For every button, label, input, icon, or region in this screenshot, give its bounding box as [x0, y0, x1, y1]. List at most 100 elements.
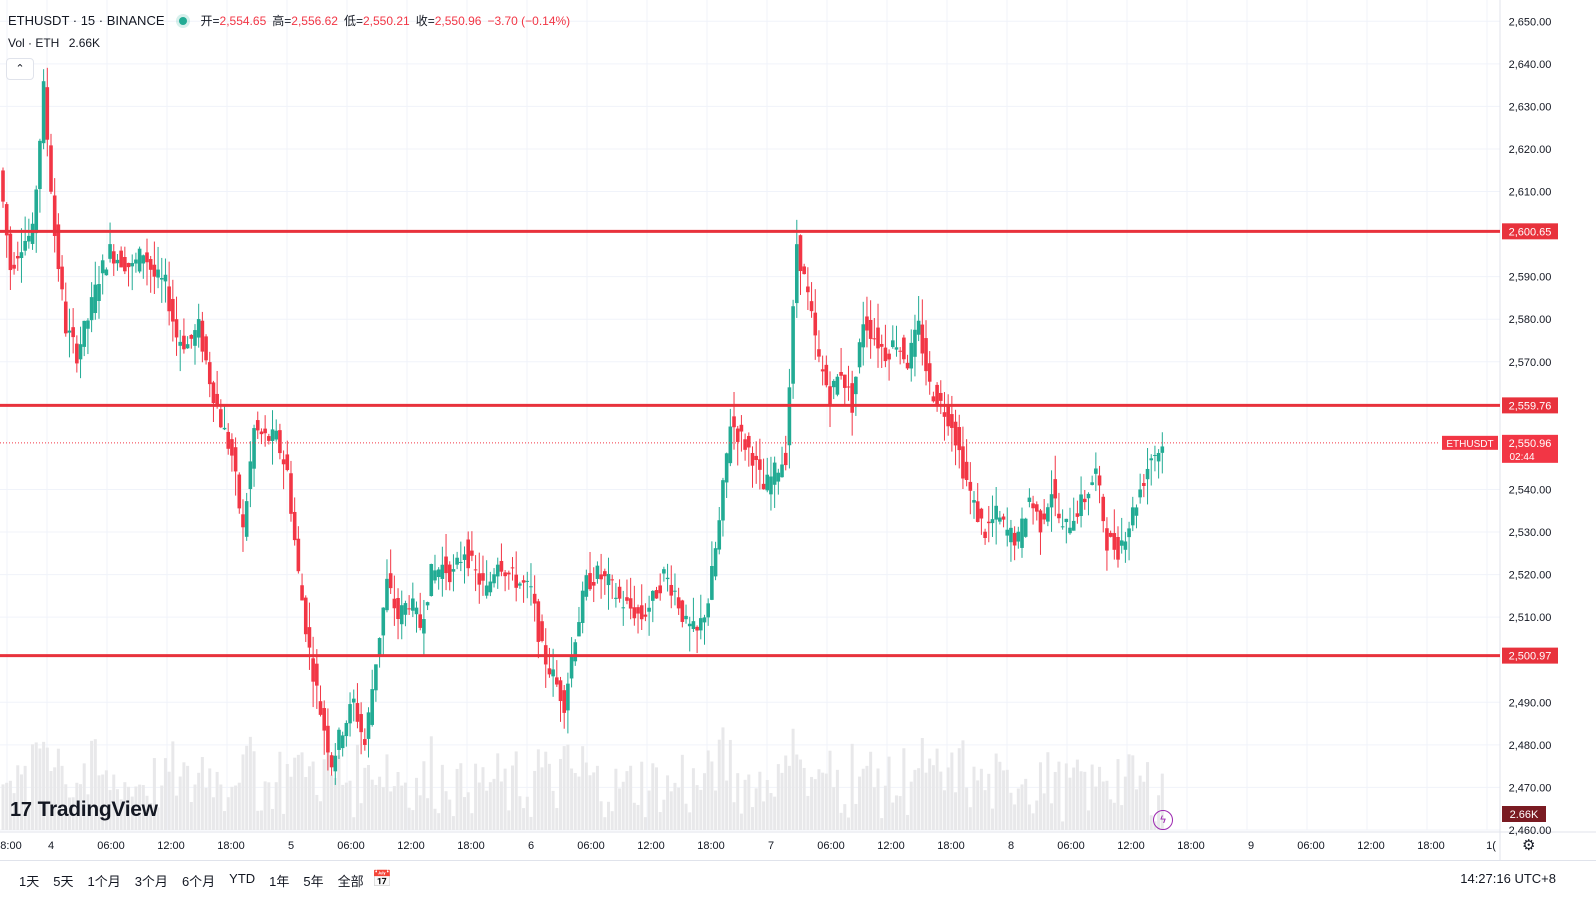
volume-bar	[367, 764, 371, 830]
candle-body	[1075, 513, 1080, 517]
volume-bar	[400, 785, 404, 830]
volume-bar	[835, 769, 839, 830]
candle-body	[772, 462, 777, 485]
volume-bar	[699, 789, 703, 830]
candle-body	[1119, 540, 1124, 546]
candle-body	[994, 505, 998, 520]
volume-bar	[880, 818, 884, 830]
candle-body	[699, 618, 703, 631]
volume-bar	[522, 808, 526, 830]
candle-body	[274, 430, 279, 440]
volume-bar	[12, 793, 16, 830]
volume-bar	[917, 768, 921, 830]
candle-body	[573, 642, 578, 662]
candle-body	[986, 521, 991, 524]
volume-bar	[913, 769, 917, 830]
volume-bar	[813, 779, 817, 830]
range-3m[interactable]: 3个月	[134, 874, 168, 889]
candle-body	[562, 690, 566, 713]
candle-body	[938, 392, 943, 401]
volume-bar	[481, 767, 485, 830]
volume-bar	[787, 765, 791, 830]
candle-body	[1064, 518, 1069, 523]
volume-label[interactable]: Vol · ETH	[8, 36, 60, 50]
candle-body	[724, 453, 729, 483]
time-tick: 6	[528, 840, 534, 852]
candle-body	[835, 376, 840, 395]
volume-bar	[344, 782, 348, 830]
range-1y[interactable]: 1年	[269, 874, 290, 889]
candle-body	[794, 244, 799, 304]
volume-bar	[559, 758, 563, 830]
volume-bar	[706, 750, 710, 830]
volume-bar	[418, 795, 422, 830]
volume-bar	[1042, 793, 1046, 830]
volume-bar	[1061, 821, 1065, 830]
volume-bar	[983, 790, 987, 830]
volume-bar	[503, 768, 507, 830]
volume-bar	[1035, 800, 1039, 830]
candle-body	[979, 508, 984, 519]
range-1m[interactable]: 1个月	[87, 874, 121, 889]
range-all[interactable]: 全部	[337, 874, 364, 889]
clock-timezone[interactable]: 14:27:16 UTC+8	[1460, 871, 1556, 886]
candle-body	[388, 573, 393, 589]
candle-body	[887, 353, 891, 360]
candle-body	[115, 259, 120, 264]
settings-gear-icon[interactable]: ⚙	[1522, 837, 1536, 854]
volume-bar	[263, 781, 267, 830]
volume-bar	[887, 756, 891, 830]
range-6m[interactable]: 6个月	[181, 874, 216, 889]
candle-body	[854, 376, 858, 395]
range-1d[interactable]: 1天	[19, 874, 40, 889]
volume-bar	[839, 812, 843, 830]
candle-body	[651, 590, 655, 601]
candle-body	[422, 619, 426, 634]
candle-body	[86, 320, 90, 329]
range-ytd[interactable]: YTD	[229, 871, 256, 886]
volume-bar	[514, 751, 518, 830]
candle-body	[746, 435, 751, 448]
volume-bar	[1094, 786, 1098, 830]
volume-bar	[141, 785, 145, 830]
time-tick: 18:00	[457, 840, 485, 852]
volume-bar	[920, 738, 924, 830]
candle-body	[964, 461, 969, 480]
candle-body	[710, 565, 714, 600]
volume-bar	[972, 766, 976, 830]
candle-body	[499, 560, 504, 572]
candle-body	[244, 501, 249, 537]
volume-bar	[86, 794, 90, 830]
candle-body	[444, 556, 448, 574]
candle-body	[865, 316, 869, 331]
volume-bar	[1064, 763, 1068, 830]
volume-bar	[407, 807, 411, 830]
volume-bar	[773, 796, 777, 830]
range-5d[interactable]: 5天	[53, 874, 74, 889]
candle-body	[23, 240, 27, 251]
candle-body	[1134, 507, 1139, 516]
candle-body	[433, 570, 437, 581]
level-label: 2,559.76	[1509, 400, 1552, 412]
volume-bar	[843, 804, 847, 830]
candle-body	[750, 452, 755, 466]
candle-body	[809, 301, 814, 312]
candle-body	[141, 255, 146, 264]
symbol-title[interactable]: ETHUSDT · 15 · BINANCE	[8, 13, 165, 28]
candle-body	[292, 511, 297, 541]
volume-bar	[1053, 771, 1057, 830]
candle-body	[927, 363, 932, 382]
level-tag	[1502, 647, 1558, 664]
tradingview-logo[interactable]: 17 TradingView	[10, 798, 158, 822]
candle-body	[392, 598, 397, 609]
collapse-legend-button[interactable]: ⌃	[6, 58, 34, 80]
volume-bar	[647, 790, 651, 830]
volume-bar	[950, 752, 954, 830]
calendar-goto-icon[interactable]: 📅	[372, 871, 392, 888]
bolt-icon[interactable]: ϟ	[1153, 810, 1173, 830]
volume-bar	[518, 796, 522, 830]
candle-body	[606, 573, 611, 586]
range-5y[interactable]: 5年	[303, 874, 324, 889]
symbol-tag-bg	[1442, 435, 1498, 450]
